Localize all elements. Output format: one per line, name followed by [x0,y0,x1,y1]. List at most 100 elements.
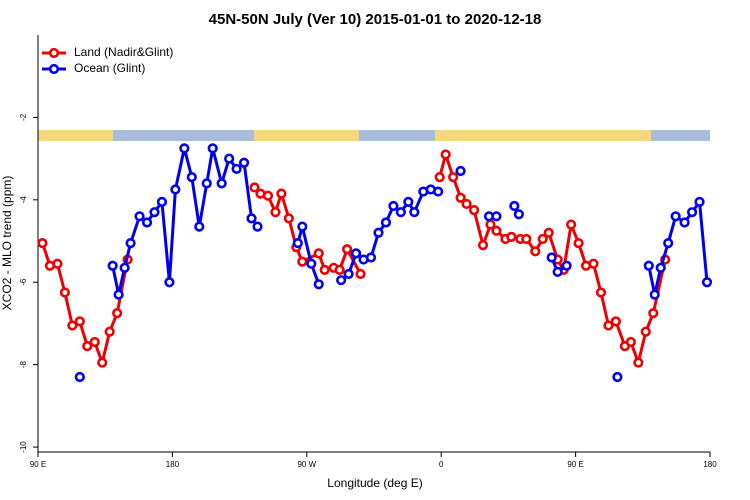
mask-ocean [359,130,435,141]
point [231,163,242,175]
y-tick-label: -10 [19,441,28,453]
point [365,252,377,263]
point [164,277,175,288]
point [468,205,480,216]
point [588,258,599,269]
point [506,231,517,243]
x-tick-label: 180 [703,460,717,469]
point [543,227,554,238]
point [440,149,451,160]
point [655,262,666,273]
point [179,143,190,154]
point [373,227,384,238]
point [343,268,354,280]
point [513,209,524,220]
point [509,200,520,212]
point [701,277,713,288]
point [595,287,607,298]
legend-label: Ocean (Glint) [74,61,145,75]
mask-ocean [651,130,710,141]
point [403,196,414,207]
point [97,357,108,368]
point [141,217,153,228]
point [573,237,584,249]
point [546,252,557,263]
point [319,264,330,275]
point [224,153,235,164]
point [603,320,614,331]
point [89,336,100,348]
point [292,237,303,249]
point [612,371,623,383]
legend: Land (Nadir&Glint) Ocean (Glint) [42,45,173,75]
y-tick-label: -2 [19,113,28,121]
point [74,371,85,383]
point [74,316,85,327]
point [537,233,548,245]
legend-label: Land (Nadir&Glint) [74,45,173,59]
y-tick-label: -8 [19,361,28,369]
point [433,186,444,197]
point [149,207,160,218]
point [679,217,690,228]
point [640,326,651,337]
legend-marker [48,63,60,75]
x-tick-label: 180 [166,460,180,469]
point [566,219,577,230]
point [633,357,644,368]
x-tick-label: 90 E [567,460,583,469]
y-tick-label: -6 [19,278,28,286]
point [663,237,674,249]
point [104,326,115,337]
point [283,213,294,224]
x-tick-label: 90 E [30,460,46,469]
point [134,211,145,222]
point [119,262,130,273]
point [52,258,63,269]
point [334,264,345,275]
point [112,308,123,319]
point [561,260,572,271]
point [686,207,698,218]
point [194,221,205,232]
point [670,211,681,222]
point [491,211,502,222]
point [170,184,181,195]
point [491,225,502,236]
x-tick-label: 0 [439,460,444,469]
point [434,172,445,183]
point [395,207,406,218]
x-axis-label: Longitude (deg E) [327,476,422,490]
point [455,165,466,177]
mask-land [435,130,651,141]
point [59,287,70,298]
point [186,172,197,183]
point [694,196,705,207]
point [201,178,212,189]
point [380,217,392,228]
y-axis-label: XCO2 - MLO trend (ppm) [0,176,14,311]
point [216,178,227,189]
point [207,143,218,154]
point [297,221,308,232]
point [113,289,124,300]
point [107,260,118,271]
point [336,275,347,286]
point [246,213,257,224]
point [306,258,317,269]
point [461,198,472,210]
legend-marker [48,47,60,59]
point [648,308,659,319]
point [342,244,353,255]
point [625,336,636,348]
point [477,240,489,251]
land-mask-strip [38,130,710,141]
point [521,233,532,245]
point [82,341,93,352]
point [297,256,308,267]
y-tick-label: -4 [19,196,28,204]
point [610,316,622,327]
point [238,157,250,168]
